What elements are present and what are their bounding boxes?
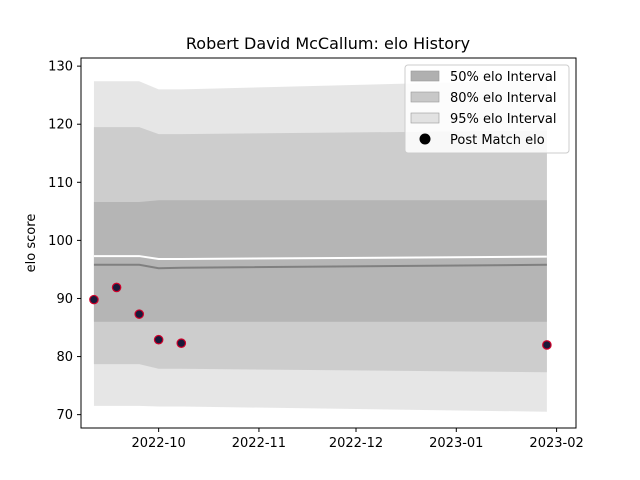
post-match-point bbox=[153, 334, 164, 345]
y-tick-label: 100 bbox=[48, 234, 73, 249]
y-tick-label: 120 bbox=[48, 118, 73, 133]
x-tick-label: 2022-12 bbox=[329, 436, 383, 451]
x-axis: 2022-10 2022-11 2022-12 2023-01 2023-02 bbox=[131, 428, 584, 451]
chart-title: Robert David McCallum: elo History bbox=[186, 34, 470, 53]
y-tick-label: 70 bbox=[56, 408, 73, 423]
x-tick-label: 2023-02 bbox=[529, 436, 583, 451]
post-match-point bbox=[176, 338, 187, 348]
y-tick-label: 80 bbox=[56, 350, 73, 365]
post-match-point bbox=[542, 340, 552, 350]
y-axis: 70 80 90 100 110 120 130 bbox=[48, 60, 81, 423]
y-tick-label: 130 bbox=[48, 60, 73, 75]
upper-mean-line bbox=[93, 255, 547, 260]
y-tick-label: 110 bbox=[48, 176, 73, 191]
y-tick-label: 90 bbox=[56, 292, 73, 307]
band-50-percent bbox=[93, 200, 547, 322]
legend-label: 95% elo Interval bbox=[450, 112, 557, 127]
interval-bands bbox=[93, 80, 547, 412]
elo-lines bbox=[93, 255, 547, 270]
plot-area bbox=[89, 80, 552, 412]
legend: 50% elo Interval 80% elo Interval 95% elo … bbox=[404, 64, 570, 154]
post-match-point bbox=[111, 282, 122, 293]
post-match-point bbox=[134, 309, 145, 319]
plot-frame bbox=[80, 57, 577, 429]
legend-label: Post Match elo bbox=[450, 133, 545, 148]
legend-swatch bbox=[410, 70, 440, 82]
legend-label: 50% elo Interval bbox=[450, 70, 557, 85]
legend-swatch bbox=[410, 112, 440, 124]
x-tick-label: 2022-11 bbox=[232, 436, 286, 451]
legend-box bbox=[404, 64, 570, 154]
post-match-point bbox=[89, 294, 99, 305]
y-axis-label: elo score bbox=[24, 214, 39, 273]
post-match-points bbox=[89, 282, 552, 350]
x-tick-label: 2023-01 bbox=[429, 436, 483, 451]
mean-elo-line bbox=[93, 263, 547, 270]
x-tick-label: 2022-10 bbox=[131, 436, 185, 451]
legend-marker bbox=[419, 133, 431, 145]
legend-label: 80% elo Interval bbox=[450, 91, 557, 106]
legend-swatch bbox=[410, 91, 440, 103]
